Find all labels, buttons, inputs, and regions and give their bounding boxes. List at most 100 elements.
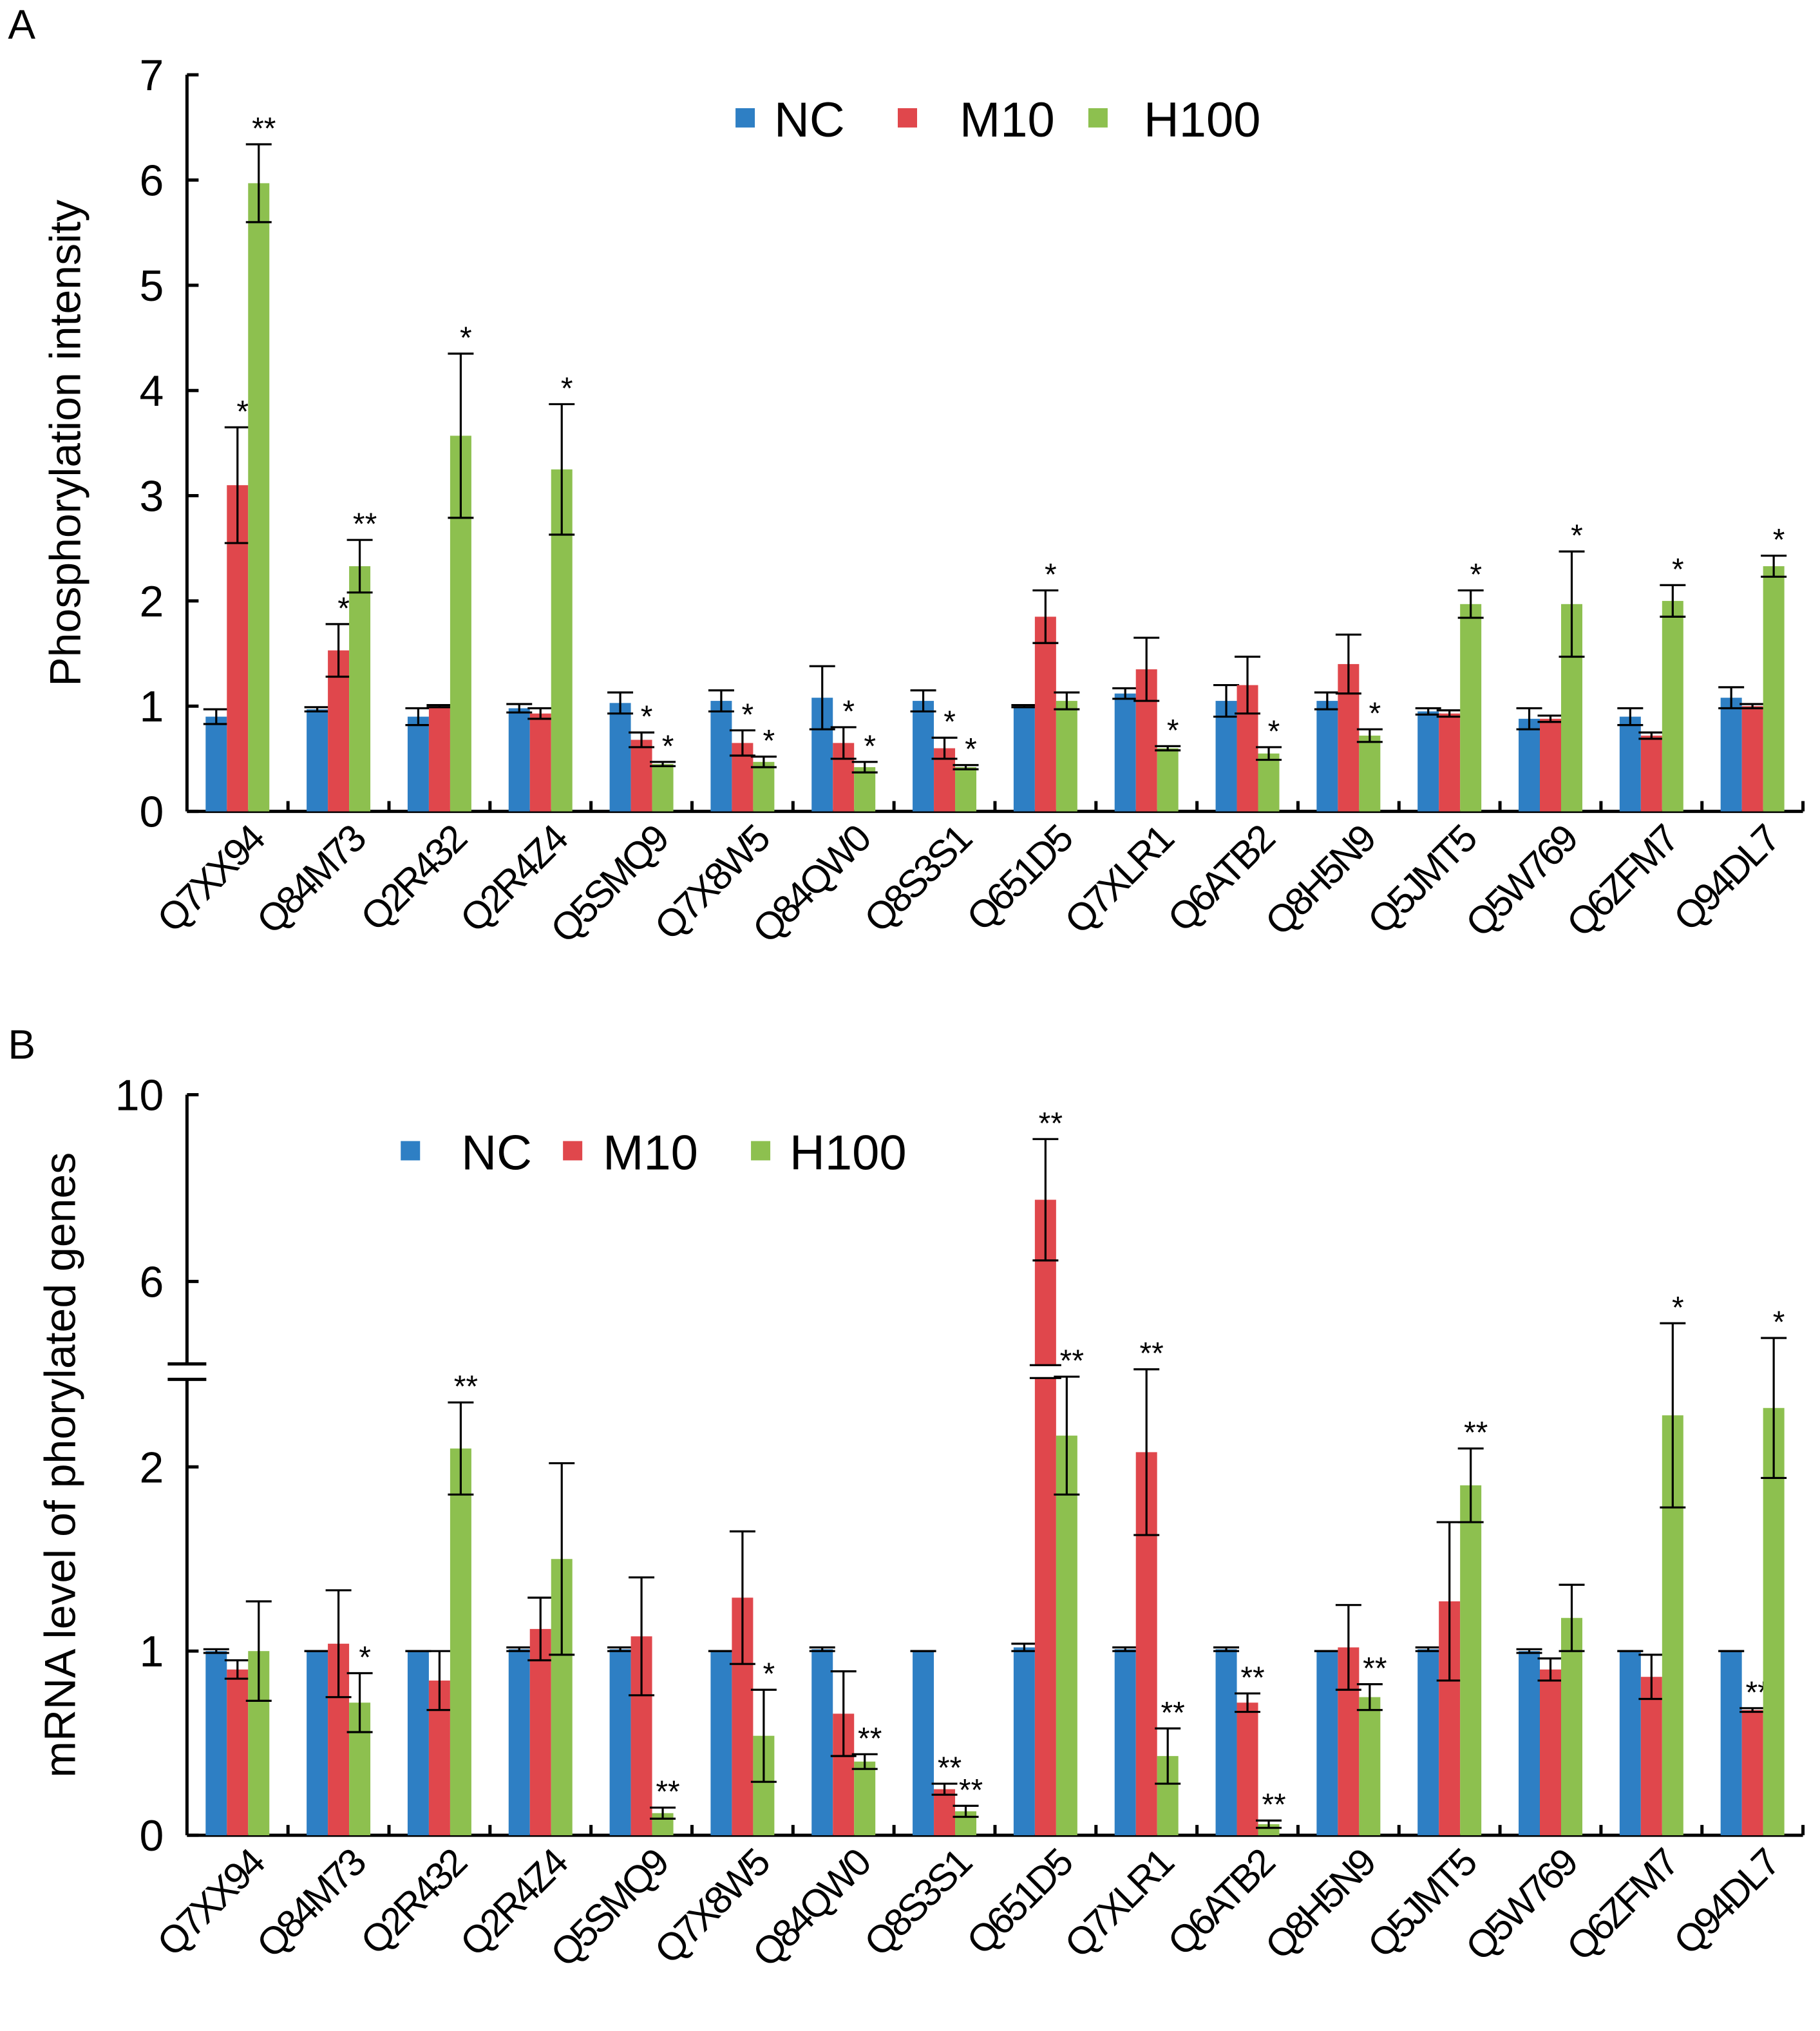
y-axis-label: mRNA level of phorylated genes <box>35 1152 84 1778</box>
significance-marker: * <box>1571 519 1583 553</box>
bar-h100 <box>1763 566 1785 812</box>
y-tick-label: 3 <box>140 472 164 521</box>
bar-nc <box>307 1651 328 1836</box>
significance-marker: * <box>1672 553 1684 587</box>
bar-h100 <box>1359 735 1381 812</box>
bar-nc <box>913 701 934 812</box>
bar-nc <box>307 709 328 812</box>
significance-marker: ** <box>252 112 276 146</box>
bar-h100 <box>1763 1407 1785 1836</box>
bar-m10 <box>1237 1702 1258 1836</box>
legend-swatch-m10 <box>563 1141 583 1161</box>
bar-nc <box>1013 706 1035 812</box>
x-tick-label: Q6ATB2 <box>1159 1841 1282 1964</box>
significance-marker: * <box>641 700 653 734</box>
y-tick-label: 6 <box>140 157 164 205</box>
significance-marker: * <box>1773 1306 1785 1340</box>
significance-marker: ** <box>1161 1696 1185 1730</box>
legend-label-h100: H100 <box>1144 93 1261 148</box>
bar-h100 <box>753 761 775 812</box>
significance-marker: ** <box>938 1751 962 1786</box>
significance-marker: * <box>236 395 249 429</box>
panel-label-b: B <box>8 1021 35 1067</box>
significance-marker: * <box>1470 558 1482 593</box>
y-tick-label: 0 <box>140 788 164 837</box>
significance-marker: ** <box>959 1773 983 1807</box>
bar-nc <box>1417 711 1439 812</box>
bar-m10 <box>934 1789 956 1836</box>
bar-m10 <box>227 1669 249 1836</box>
bar-nc <box>1215 1649 1237 1836</box>
y-tick-label: 5 <box>140 262 164 310</box>
bar-nc <box>1316 701 1338 812</box>
axis-break-gap <box>171 1364 203 1380</box>
x-tick-label: Q2R432 <box>352 1841 475 1963</box>
bar-h100 <box>955 767 977 812</box>
bar-nc <box>1417 1649 1439 1836</box>
significance-marker: * <box>662 730 674 764</box>
significance-marker: ** <box>1240 1661 1264 1695</box>
significance-marker: * <box>763 725 775 759</box>
bar-nc <box>1519 718 1540 812</box>
bar-nc <box>205 716 227 812</box>
bar-h100 <box>652 764 674 812</box>
bar-h100 <box>1662 600 1683 812</box>
significance-marker: * <box>359 1641 371 1675</box>
bar-nc <box>1619 1651 1641 1836</box>
y-tick-label: 1 <box>140 682 164 731</box>
bar-nc <box>407 1651 429 1836</box>
significance-marker: ** <box>1363 1652 1387 1686</box>
legend-label-h100: H100 <box>790 1125 907 1180</box>
y-tick-label: 6 <box>140 1257 164 1306</box>
bar-m10 <box>1540 1669 1561 1836</box>
legend-label-m10: M10 <box>960 93 1055 148</box>
bar-h100 <box>1460 1485 1482 1836</box>
x-tick-label: Q8H5N9 <box>1257 1841 1384 1968</box>
bar-nc <box>1619 716 1641 812</box>
significance-marker: ** <box>1060 1344 1084 1378</box>
legend-label-nc: NC <box>461 1125 532 1180</box>
legend-swatch-h100 <box>751 1141 771 1161</box>
bar-m10 <box>1640 1677 1662 1836</box>
bar-m10 <box>630 739 652 812</box>
significance-marker: ** <box>1039 1107 1063 1141</box>
significance-marker: ** <box>858 1722 882 1756</box>
significance-marker: * <box>337 592 350 626</box>
x-tick-label: Q8S3S1 <box>856 1841 980 1965</box>
bar-m10 <box>1741 1710 1763 1836</box>
x-tick-label: Q7XX94 <box>149 1840 273 1965</box>
significance-marker: ** <box>1262 1788 1285 1822</box>
bar-m10 <box>428 706 450 812</box>
y-tick-label: 7 <box>140 51 164 100</box>
x-tick-label: Q5W769 <box>1457 1841 1586 1969</box>
bar-m10 <box>1034 1199 1056 1836</box>
bar-nc <box>1114 1649 1136 1836</box>
y-axis-label: Phosphorylation intensity <box>41 200 90 687</box>
bar-m10 <box>1034 616 1056 812</box>
significance-marker: * <box>842 695 855 729</box>
bar-nc <box>407 716 429 812</box>
significance-marker: * <box>1045 558 1057 593</box>
bar-m10 <box>529 1628 551 1836</box>
bar-nc <box>710 701 732 812</box>
significance-marker: * <box>1672 1291 1684 1325</box>
bar-nc <box>710 1651 732 1836</box>
bar-h100 <box>1056 701 1077 812</box>
legend-label-m10: M10 <box>603 1125 698 1180</box>
bar-h100 <box>1560 1617 1582 1836</box>
bar-h100 <box>1359 1697 1381 1836</box>
bar-nc <box>1215 701 1237 812</box>
bar-nc <box>913 1651 934 1836</box>
x-tick-label: Q7XX94 <box>149 817 273 941</box>
x-tick-label: Q84M73 <box>249 817 374 942</box>
x-tick-label: Q7XLR1 <box>1056 817 1181 942</box>
bar-nc <box>508 708 530 812</box>
significance-marker: * <box>943 705 956 739</box>
y-tick-label: 10 <box>115 1071 164 1120</box>
bar-nc <box>1013 1647 1035 1836</box>
legend-swatch-nc <box>735 108 755 128</box>
significance-marker: ** <box>656 1775 679 1809</box>
bar-nc <box>1720 1651 1742 1836</box>
